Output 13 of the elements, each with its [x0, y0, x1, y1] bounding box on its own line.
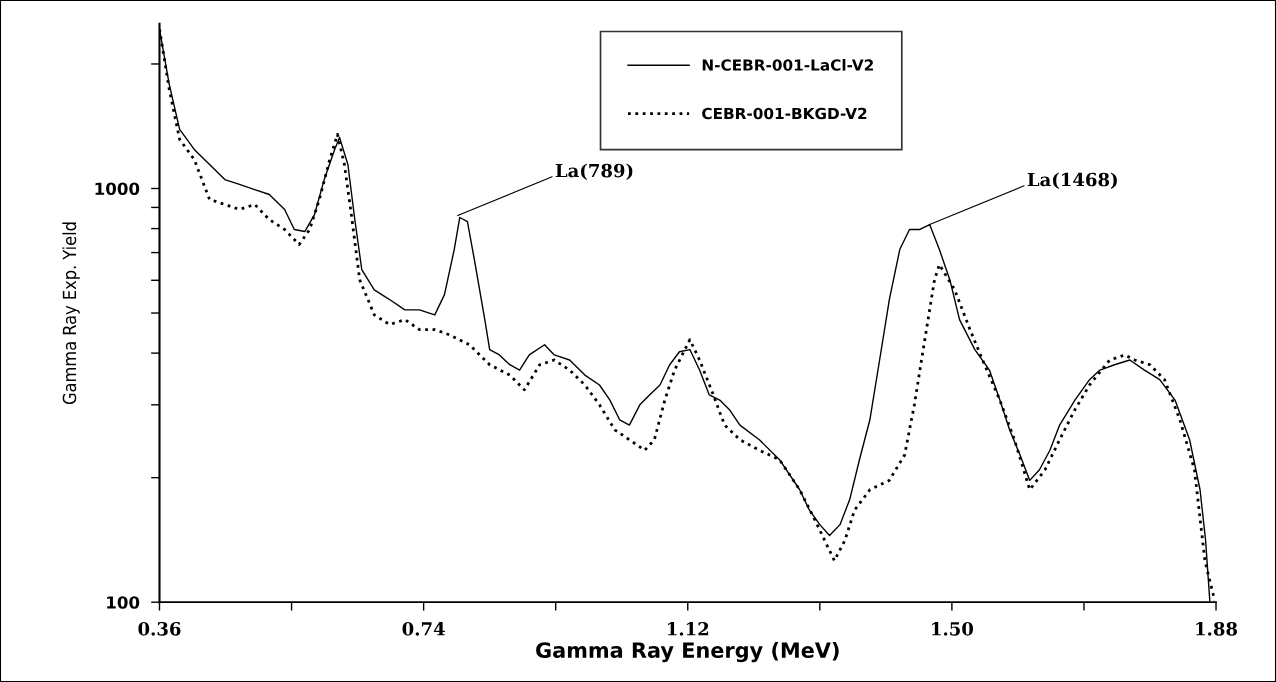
- legend-label: CEBR-001-BKGD-V2: [702, 107, 867, 120]
- x-axis-title: Gamma Ray Energy (MeV): [536, 641, 839, 663]
- x-tick-label: 0.36: [138, 621, 181, 636]
- y-tick-label: 100: [107, 596, 140, 609]
- y-axis-title: Gamma Ray Exp. Yield: [62, 222, 80, 405]
- x-tick-label: 1.88: [1196, 621, 1238, 636]
- x-tick-label: 0.74: [402, 621, 445, 636]
- annotation: La(1468): [1027, 172, 1117, 189]
- x-tick-label: 1.12: [667, 621, 709, 636]
- annotation: La(789): [555, 163, 633, 180]
- x-tick-label: 1.50: [932, 621, 974, 636]
- y-tick-label: 1000: [95, 182, 140, 196]
- legend-label: N-CEBR-001-LaCl-V2: [702, 59, 873, 71]
